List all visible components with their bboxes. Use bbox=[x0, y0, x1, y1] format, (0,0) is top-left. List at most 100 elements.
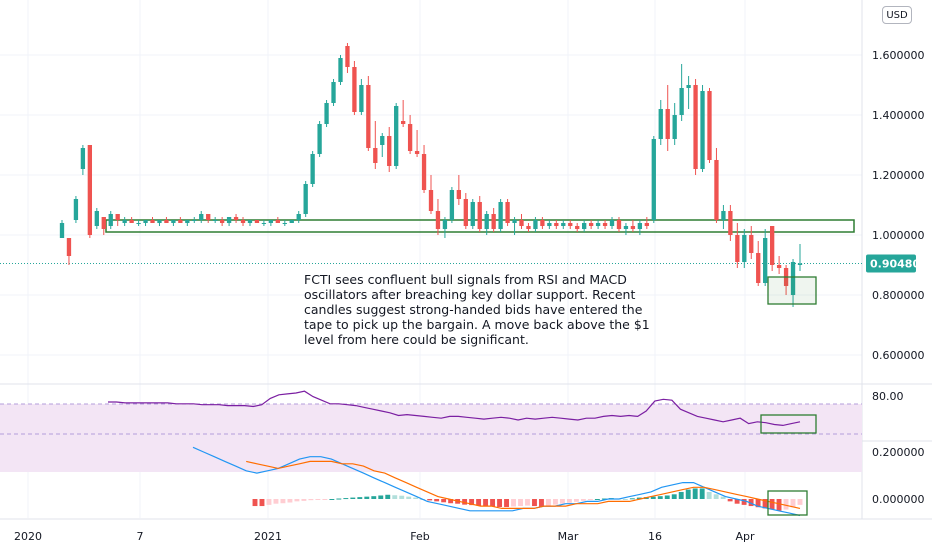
macd-histogram-bar bbox=[308, 499, 314, 501]
last-price-badge bbox=[866, 254, 916, 273]
candle-body bbox=[219, 220, 225, 223]
candle bbox=[477, 196, 482, 232]
candle bbox=[157, 220, 162, 226]
candle bbox=[136, 220, 141, 226]
macd-histogram-bar bbox=[790, 499, 796, 508]
candle bbox=[484, 211, 489, 235]
candle-body bbox=[721, 211, 726, 220]
macd-histogram-bar bbox=[511, 499, 516, 507]
candle-body bbox=[129, 220, 134, 223]
candle bbox=[700, 85, 705, 172]
candle bbox=[540, 217, 545, 229]
candle-body bbox=[366, 85, 371, 148]
macd-histogram-bar bbox=[252, 499, 258, 507]
candle bbox=[693, 79, 698, 175]
candle-body bbox=[157, 220, 162, 223]
price-tick-label: 1.200000 bbox=[872, 169, 925, 182]
macd-histogram-bar bbox=[580, 499, 586, 501]
candle-body bbox=[575, 226, 580, 229]
candle-body bbox=[66, 238, 72, 256]
macd-histogram-bar bbox=[559, 499, 565, 504]
candle bbox=[728, 205, 733, 241]
candle bbox=[380, 133, 385, 157]
macd-histogram-bar bbox=[734, 499, 740, 504]
candle bbox=[150, 217, 155, 223]
candle bbox=[213, 217, 218, 223]
candle bbox=[735, 223, 740, 268]
candle-body bbox=[108, 214, 113, 226]
candle bbox=[171, 220, 176, 226]
candle bbox=[185, 220, 190, 226]
candle-body bbox=[296, 214, 301, 220]
candle-body bbox=[561, 223, 566, 226]
candle-body bbox=[463, 199, 468, 226]
macd-histogram-bar bbox=[636, 497, 642, 499]
candle bbox=[338, 55, 343, 85]
candle-body bbox=[790, 262, 796, 295]
macd-histogram-bar bbox=[399, 495, 405, 499]
candle bbox=[331, 79, 336, 106]
candle-body bbox=[373, 148, 378, 163]
macd-histogram-bar bbox=[678, 491, 684, 499]
candle-body bbox=[178, 220, 183, 223]
candle bbox=[373, 121, 378, 169]
candle-body bbox=[769, 226, 775, 265]
macd-histogram-bar bbox=[727, 499, 733, 502]
candle-body bbox=[226, 217, 232, 223]
candle-body bbox=[150, 220, 155, 223]
candle-body bbox=[776, 265, 782, 268]
macd-histogram-bar bbox=[797, 499, 803, 505]
macd-histogram-bar bbox=[343, 498, 349, 500]
candle bbox=[87, 145, 93, 238]
candle bbox=[637, 220, 643, 235]
time-axis[interactable]: 2020 7 2021 Feb Mar 16 Apr bbox=[14, 530, 755, 543]
currency-badge[interactable]: USD bbox=[882, 6, 912, 24]
candle bbox=[352, 61, 357, 115]
candle-body bbox=[477, 202, 482, 229]
candle bbox=[108, 211, 113, 229]
candle bbox=[435, 199, 441, 235]
candle-body bbox=[533, 220, 538, 229]
candle-body bbox=[310, 154, 315, 184]
candle bbox=[456, 175, 462, 205]
candle bbox=[644, 217, 649, 229]
candle bbox=[240, 217, 246, 226]
candle-body bbox=[345, 46, 350, 67]
price-tick-label: 1.600000 bbox=[872, 49, 925, 62]
candle-body bbox=[714, 160, 719, 220]
candle bbox=[749, 226, 754, 259]
candle-body bbox=[756, 253, 761, 283]
candle-body bbox=[435, 211, 441, 229]
macd-histogram-bar bbox=[657, 496, 663, 499]
candle bbox=[387, 127, 392, 172]
macd-histogram-bar bbox=[762, 499, 768, 509]
price-tick-label: 0.800000 bbox=[872, 289, 925, 302]
macd-histogram-bar bbox=[685, 489, 691, 499]
macd-histogram-bar bbox=[601, 498, 607, 500]
candle-body bbox=[164, 220, 169, 223]
grid bbox=[0, 0, 932, 520]
candle-body bbox=[456, 190, 462, 199]
recent-candles-box bbox=[767, 276, 817, 305]
candle-body bbox=[407, 124, 413, 151]
macd-histogram-bar bbox=[671, 494, 677, 499]
candle-body bbox=[338, 58, 343, 82]
candle bbox=[303, 181, 308, 217]
candle bbox=[80, 145, 86, 175]
macd-histogram-bar bbox=[483, 499, 489, 507]
macd-histogram-bar bbox=[546, 499, 551, 506]
macd-histogram-bar bbox=[406, 496, 412, 499]
macd-histogram-bar bbox=[629, 498, 635, 500]
time-tick-label: 7 bbox=[137, 530, 144, 543]
candle-body bbox=[749, 235, 754, 253]
candle-body bbox=[254, 220, 260, 223]
candle bbox=[143, 220, 148, 226]
macd-tick-label: 0.000000 bbox=[872, 493, 925, 506]
macd-histogram-bar bbox=[713, 494, 719, 499]
price-axis[interactable]: 1.600000 1.400000 1.200000 1.000000 0.800000… bbox=[866, 49, 928, 506]
macd-histogram-bar bbox=[539, 499, 544, 507]
candle-body bbox=[206, 214, 211, 220]
candle-body bbox=[505, 202, 510, 223]
macd-histogram-bar bbox=[504, 499, 509, 507]
